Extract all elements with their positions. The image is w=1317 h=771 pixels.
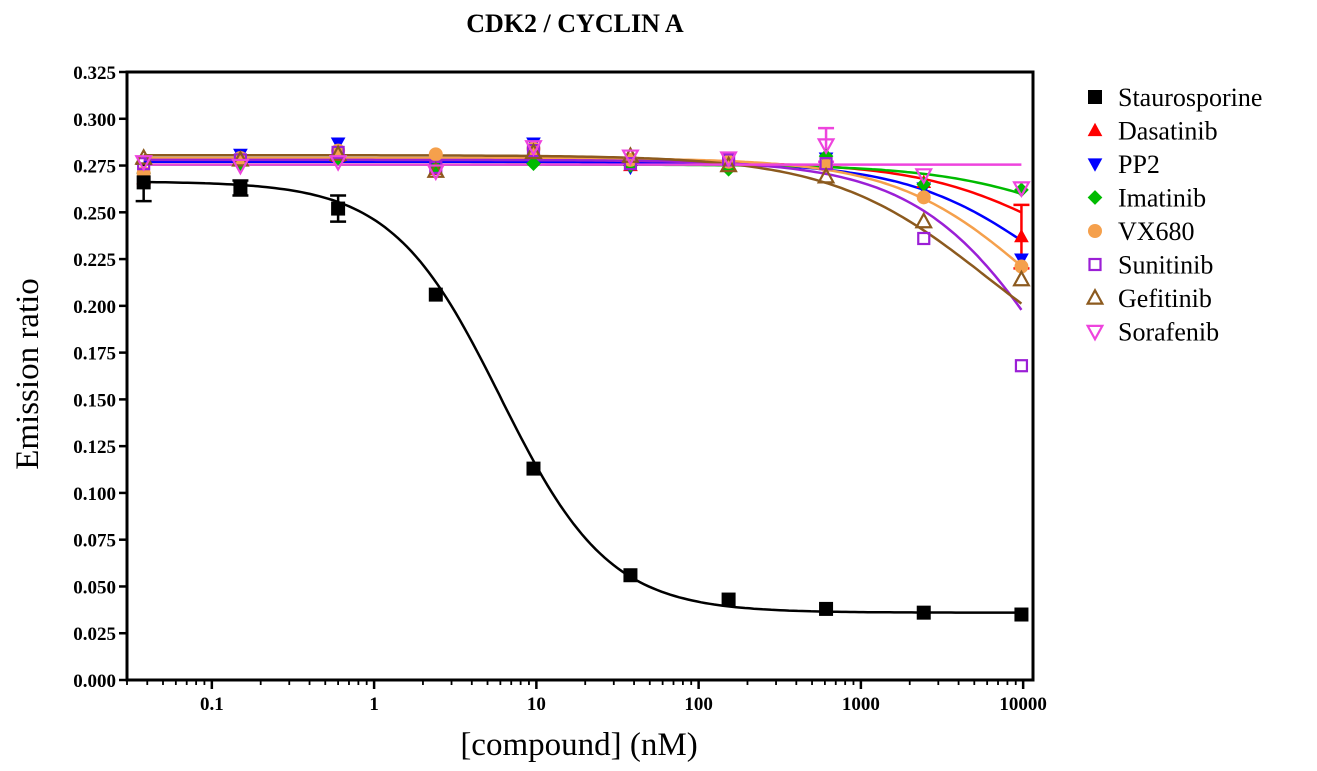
legend-label: Staurosporine	[1118, 83, 1262, 112]
data-point-staurosporine	[819, 601, 834, 616]
data-point-sunitinib	[917, 231, 931, 246]
chart-title: CDK2 / CYCLIN A	[466, 9, 684, 38]
y-tick-label: 0.000	[73, 671, 116, 692]
legend: Staurosporine Dasatinib PP2 Imatinib VX680 Su…	[1085, 83, 1262, 347]
y-tick-label: 0.100	[73, 484, 116, 505]
data-point-vx680	[916, 190, 931, 205]
data-point-gefitinib	[328, 144, 348, 162]
fit-curve-sunitinib	[143, 158, 1023, 311]
fit-curve-gefitinib	[143, 154, 1023, 305]
data-point-staurosporine	[623, 568, 638, 583]
data-point-sorafenib	[914, 168, 933, 185]
data-point-imatinib	[1014, 182, 1029, 198]
legend-label: VX680	[1118, 217, 1195, 246]
data-point-gefitinib	[816, 166, 836, 184]
plot-frame	[125, 70, 1035, 682]
legend-label: Dasatinib	[1118, 117, 1218, 146]
legend-label: PP2	[1118, 150, 1160, 179]
fit-curve-staurosporine	[143, 180, 1022, 614]
data-point-dasatinib	[1014, 228, 1029, 243]
legend-marker-sorafenib	[1085, 324, 1105, 342]
legend-marker-staurosporine	[1088, 90, 1102, 104]
legend-marker-imatinib	[1087, 190, 1103, 205]
y-tick-label: 0.275	[73, 157, 116, 178]
x-axis-label: [compound] (nM)	[460, 727, 697, 763]
legend-marker-gefitinib	[1085, 288, 1105, 305]
y-tick-label: 0.250	[73, 203, 116, 224]
data-point-sunitinib	[623, 157, 638, 171]
y-tick-label: 0.325	[73, 63, 116, 84]
data-point-staurosporine	[233, 180, 248, 195]
legend-marker-vx680	[1088, 224, 1102, 238]
data-point-sorafenib	[231, 158, 250, 176]
data-point-vx680	[1014, 259, 1029, 274]
data-point-gefitinib	[1012, 269, 1031, 287]
data-point-staurosporine	[136, 175, 151, 190]
data-point-staurosporine	[428, 287, 443, 302]
data-point-sorafenib	[1012, 181, 1031, 198]
data-point-sorafenib	[426, 164, 446, 182]
data-point-sorafenib	[816, 138, 836, 155]
data-point-staurosporine	[916, 605, 931, 620]
data-point-staurosporine	[526, 461, 541, 476]
legend-label: Sorafenib	[1118, 318, 1219, 347]
y-tick-label: 0.200	[73, 297, 116, 318]
data-point-sorafenib	[524, 140, 543, 157]
y-tick-label: 0.050	[73, 577, 116, 598]
x-tick-label: 10000	[999, 694, 1047, 715]
x-tick-label: 1000	[842, 694, 880, 715]
data-point-imatinib	[526, 156, 541, 172]
data-point-vx680	[428, 147, 443, 162]
data-point-staurosporine	[1014, 607, 1029, 622]
data-point-sorafenib	[328, 155, 348, 172]
y-tick-label: 0.225	[73, 250, 116, 271]
y-tick-label: 0.025	[73, 624, 116, 645]
y-tick-label: 0.125	[73, 437, 116, 458]
legend-marker-sunitinib	[1088, 257, 1102, 272]
fit-curve-pp2	[143, 160, 1023, 242]
legend-label: Sunitinib	[1118, 251, 1213, 280]
x-tick-label: 100	[684, 694, 713, 715]
legend-label: Imatinib	[1118, 184, 1206, 213]
data-point-staurosporine	[331, 201, 346, 216]
x-tick-label: 10	[527, 694, 546, 715]
data-point-gefitinib	[719, 155, 738, 173]
data-point-sorafenib	[621, 149, 640, 167]
legend-marker-dasatinib	[1087, 122, 1103, 137]
legend-label: Gefitinib	[1118, 284, 1212, 313]
x-tick-label: 0.1	[200, 694, 224, 715]
legend-marker-pp2	[1087, 158, 1103, 172]
y-tick-label: 0.175	[73, 344, 116, 365]
x-tick-label: 1	[369, 694, 379, 715]
y-axis-label: Emission ratio	[10, 278, 46, 470]
data-point-sorafenib	[134, 155, 153, 172]
y-tick-label: 0.075	[73, 531, 116, 552]
data-point-gefitinib	[524, 142, 543, 160]
data-point-sunitinib	[1014, 359, 1029, 373]
data-point-staurosporine	[721, 592, 736, 607]
data-point-gefitinib	[914, 211, 933, 229]
y-tick-label: 0.150	[73, 390, 116, 411]
data-point-sorafenib	[719, 151, 738, 169]
y-tick-label: 0.300	[73, 110, 116, 131]
fit-curve-vx680	[143, 156, 1023, 268]
